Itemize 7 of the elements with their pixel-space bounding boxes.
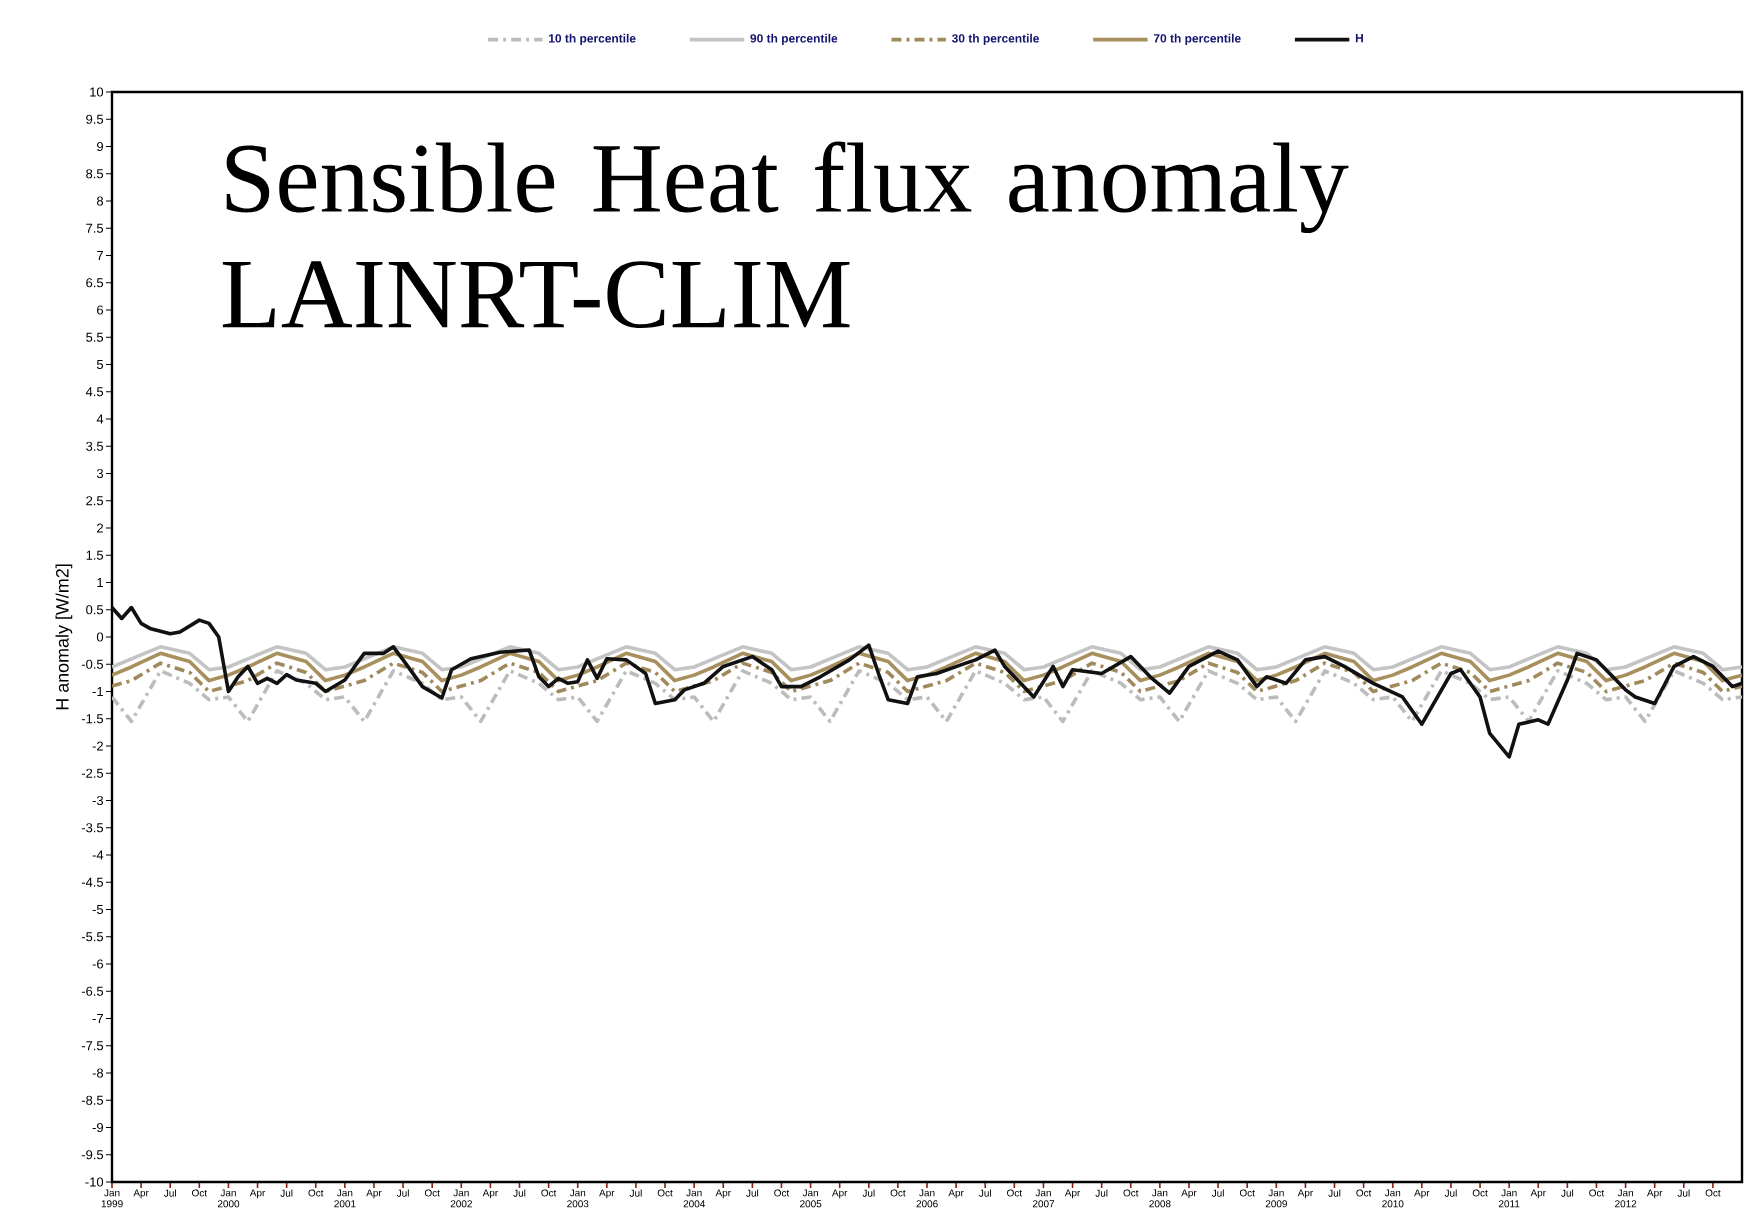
line-series — [112, 668, 1743, 724]
line-series — [112, 651, 1743, 683]
line-series — [112, 605, 1743, 759]
line-series — [112, 645, 1743, 672]
y-axis-title: H anomaly [W/m2] — [55, 564, 73, 710]
line-series — [112, 661, 1743, 694]
text: Sensible Heat flux anomaly LAINRT-CLIM — [222, 141, 1349, 329]
